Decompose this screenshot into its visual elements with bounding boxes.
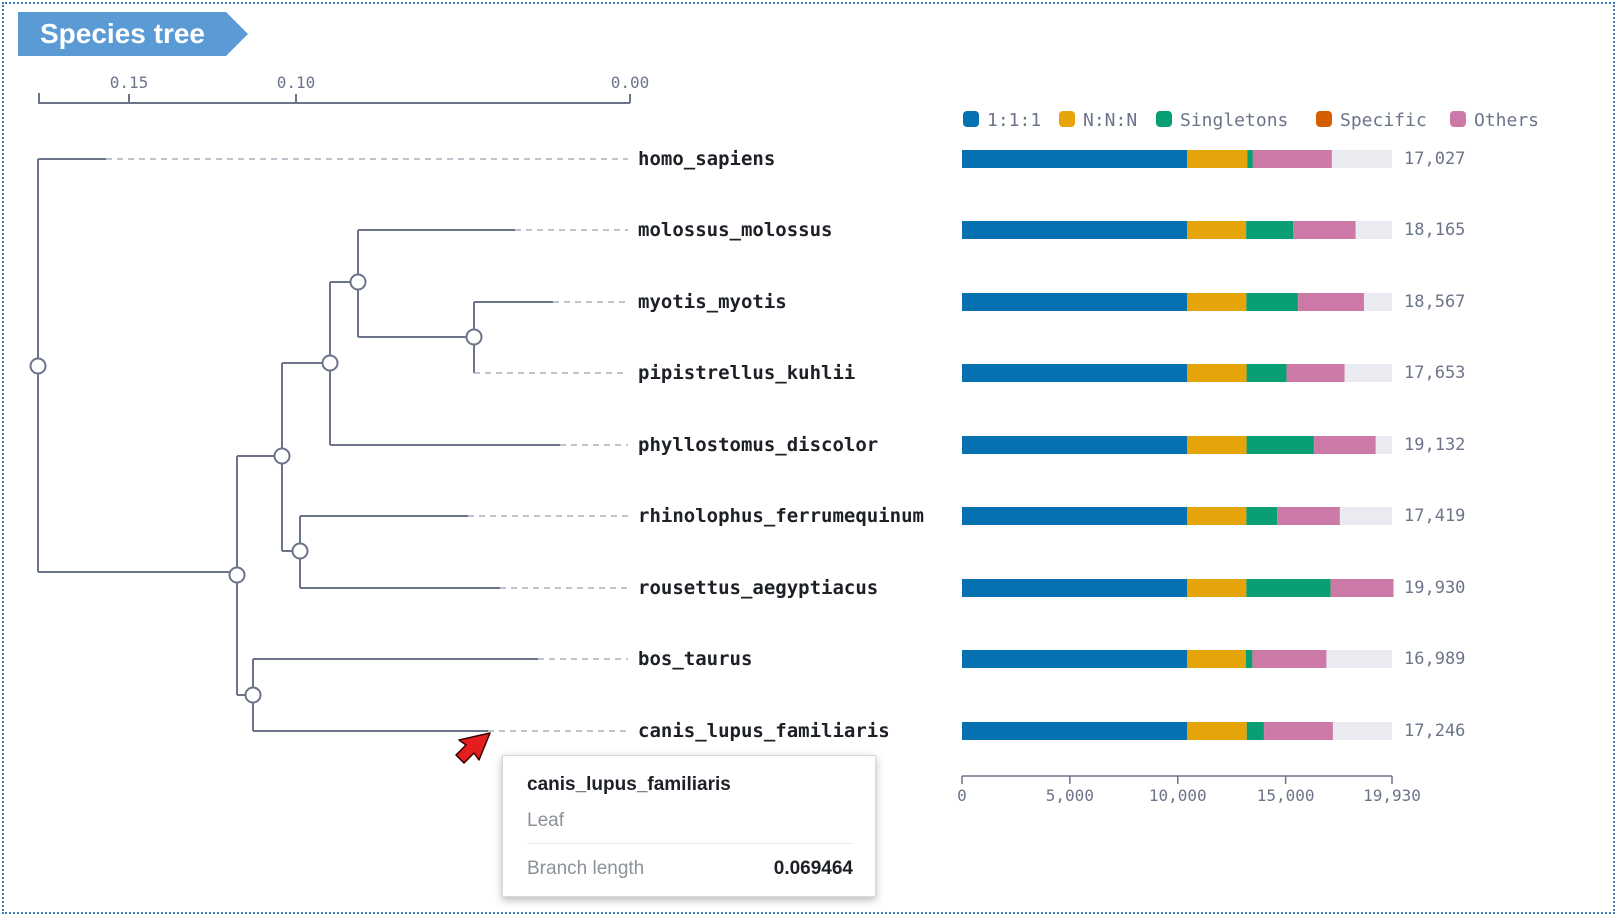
bar-axis-tick-label: 0 (957, 786, 967, 805)
tree-scale-axis: 0.15 0.10 0.00 (38, 73, 650, 104)
bar-segment-1-1-1 (962, 650, 1188, 668)
bar-axis-tick-label: 19,930 (1363, 786, 1421, 805)
tree-node-circle (349, 273, 367, 291)
bar-segment-singletons (1246, 579, 1331, 597)
bar-x-axis: 0 5,000 10,000 15,000 19,930 (957, 775, 1421, 805)
species-label-rhinolophus-ferrumequinum: rhinolophus_ferrumequinum (638, 505, 924, 527)
bar-axis-tick-label: 5,000 (1046, 786, 1094, 805)
tree-scale-tick-label: 0.10 (277, 73, 316, 92)
bar-segment-n-n-n (1187, 221, 1247, 239)
bar-segment-singletons (1246, 722, 1263, 740)
bar-total-label: 16,989 (1404, 649, 1465, 669)
bar-total-label: 18,165 (1404, 220, 1465, 240)
tooltip-branch-length-label: Branch length (527, 858, 645, 879)
bar-segment-others (1330, 579, 1394, 597)
tooltip-title: canis_lupus_familiaris (527, 774, 731, 795)
bar-segment-n-n-n (1187, 579, 1247, 597)
bar-segment-others (1252, 650, 1327, 668)
bar-segment-1-1-1 (962, 722, 1188, 740)
bar-segment-others (1277, 507, 1340, 525)
species-label-phyllostomus-discolor: phyllostomus_discolor (638, 434, 878, 456)
header-tab-shape (18, 12, 248, 56)
bar-total-label: 17,419 (1404, 506, 1465, 526)
species-label-homo-sapiens: homo_sapiens (638, 148, 775, 170)
bar-segment-specific (1262, 722, 1265, 740)
bar-total-label: 17,246 (1404, 721, 1465, 741)
bar-segment-n-n-n (1187, 650, 1246, 668)
bar-segment-n-n-n (1187, 722, 1247, 740)
legend-swatch-1-1-1 (963, 111, 979, 127)
bar-segment-singletons (1245, 650, 1253, 668)
tree-scale-tick-label: 0.15 (110, 73, 149, 92)
tree-scale-tick-label: 0.00 (611, 73, 650, 92)
bar-segment-others (1264, 722, 1333, 740)
legend-swatch-n-n-n (1059, 111, 1075, 127)
bar-total-label: 17,027 (1404, 149, 1465, 169)
species-label-molossus-molossus: molossus_molossus (638, 219, 832, 241)
bar-segment-others (1314, 436, 1376, 454)
legend-label-specific: Specific (1340, 110, 1427, 131)
bar-axis-tick-label: 15,000 (1257, 786, 1315, 805)
tree-node-circle (321, 354, 339, 372)
phylogenetic-tree: homo_sapiens molossus_molossus myotis_myot… (29, 148, 924, 742)
bar-total-label: 18,567 (1404, 292, 1465, 312)
legend-swatch-others (1450, 111, 1466, 127)
bar-segment-n-n-n (1187, 364, 1247, 382)
tooltip-separator (527, 843, 853, 844)
tree-node-circle (29, 357, 47, 375)
tree-node-circle (465, 328, 483, 346)
tree-node-circle (273, 447, 291, 465)
bar-segment-1-1-1 (962, 579, 1188, 597)
legend-label-n-n-n: N:N:N (1083, 110, 1137, 131)
page-title: Species tree (40, 18, 205, 49)
bar-segment-others (1286, 364, 1345, 382)
bar-segment-1-1-1 (962, 507, 1188, 525)
legend: 1:1:1 N:N:N Singletons Specific Others (963, 110, 1539, 131)
bar-segment-singletons (1246, 293, 1298, 311)
header-tab: Species tree (18, 12, 248, 56)
bar-segment-others (1293, 221, 1356, 239)
bar-segment-singletons (1246, 507, 1278, 525)
species-label-myotis-myotis: myotis_myotis (638, 291, 787, 313)
tree-node-circle (228, 566, 246, 584)
node-tooltip: canis_lupus_familiaris Leaf Branch lengt… (502, 755, 876, 897)
tooltip-branch-length-value: 0.069464 (773, 858, 853, 879)
bar-segment-singletons (1246, 364, 1287, 382)
pointer (455, 732, 491, 764)
bar-segment-1-1-1 (962, 436, 1188, 454)
legend-swatch-specific (1316, 111, 1332, 127)
bar-segment-n-n-n (1187, 507, 1247, 525)
bar-segment-singletons (1247, 150, 1253, 168)
species-label-pipistrellus-kuhlii: pipistrellus_kuhlii (638, 362, 855, 384)
legend-label-singletons: Singletons (1180, 110, 1288, 131)
bar-axis-tick-label: 10,000 (1149, 786, 1207, 805)
species-label-rousettus-aegyptiacus: rousettus_aegyptiacus (638, 577, 878, 599)
species-label-canis-lupus-familiaris: canis_lupus_familiaris (638, 720, 890, 742)
bar-segment-singletons (1246, 436, 1314, 454)
species-label-bos-taurus: bos_taurus (638, 648, 752, 670)
legend-label-1-1-1: 1:1:1 (987, 110, 1041, 131)
bar-total-label: 19,132 (1404, 435, 1465, 455)
bar-total-label: 17,653 (1404, 363, 1465, 383)
tree-node-circle (291, 542, 309, 560)
bar-segment-others (1298, 293, 1364, 311)
bar-segment-1-1-1 (962, 293, 1188, 311)
legend-swatch-singletons (1156, 111, 1172, 127)
stacked-bars: 17,027 18,165 18,567 17,653 19,132 17,419 19,9… (962, 149, 1465, 741)
bar-segment-n-n-n (1187, 150, 1248, 168)
bar-segment-singletons (1246, 221, 1294, 239)
bar-segment-others (1253, 150, 1332, 168)
bar-segment-n-n-n (1187, 293, 1247, 311)
tree-node-circle (244, 686, 262, 704)
bar-segment-n-n-n (1187, 436, 1247, 454)
bar-segment-1-1-1 (962, 150, 1188, 168)
legend-label-others: Others (1474, 110, 1539, 131)
bar-segment-1-1-1 (962, 364, 1188, 382)
bar-total-label: 19,930 (1404, 578, 1465, 598)
tooltip-subtitle: Leaf (527, 810, 564, 831)
pointer-arrow-icon (455, 732, 491, 764)
bar-segment-1-1-1 (962, 221, 1188, 239)
